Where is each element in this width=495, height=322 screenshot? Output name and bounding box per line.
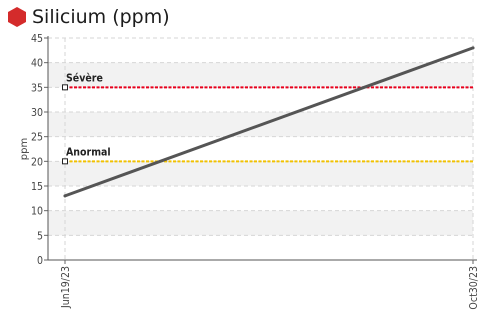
threshold-label: Anormal [66, 146, 111, 158]
y-tick-label: 40 [31, 58, 43, 70]
data-point [63, 194, 67, 198]
threshold-marker [62, 84, 68, 91]
hexagon-icon [8, 7, 26, 27]
data-point [471, 46, 475, 50]
background-band [48, 210, 473, 236]
background-band [48, 161, 473, 186]
y-tick-label: 15 [31, 181, 43, 193]
y-tick-label: 35 [31, 82, 43, 94]
chart-title: Silicium (ppm) [32, 6, 170, 28]
y-tick-label: 10 [31, 206, 43, 218]
series-line [63, 46, 475, 198]
chart-title-row: Silicium (ppm) [6, 4, 170, 30]
threshold-marker [62, 158, 68, 165]
y-tick-label: 30 [31, 107, 43, 119]
y-tick-label: 5 [37, 230, 43, 242]
threshold-label: Sévère [66, 72, 103, 84]
background-band [48, 62, 473, 88]
y-tick-label: 25 [31, 132, 43, 144]
x-tick-label: Oct30/23 [468, 266, 480, 310]
y-axis-label: ppm [19, 138, 30, 160]
y-tick-label: 45 [31, 33, 43, 45]
x-tick-label: Jun19/23 [60, 266, 72, 309]
y-tick-label: 0 [37, 255, 43, 267]
y-tick-label: 20 [31, 156, 43, 168]
